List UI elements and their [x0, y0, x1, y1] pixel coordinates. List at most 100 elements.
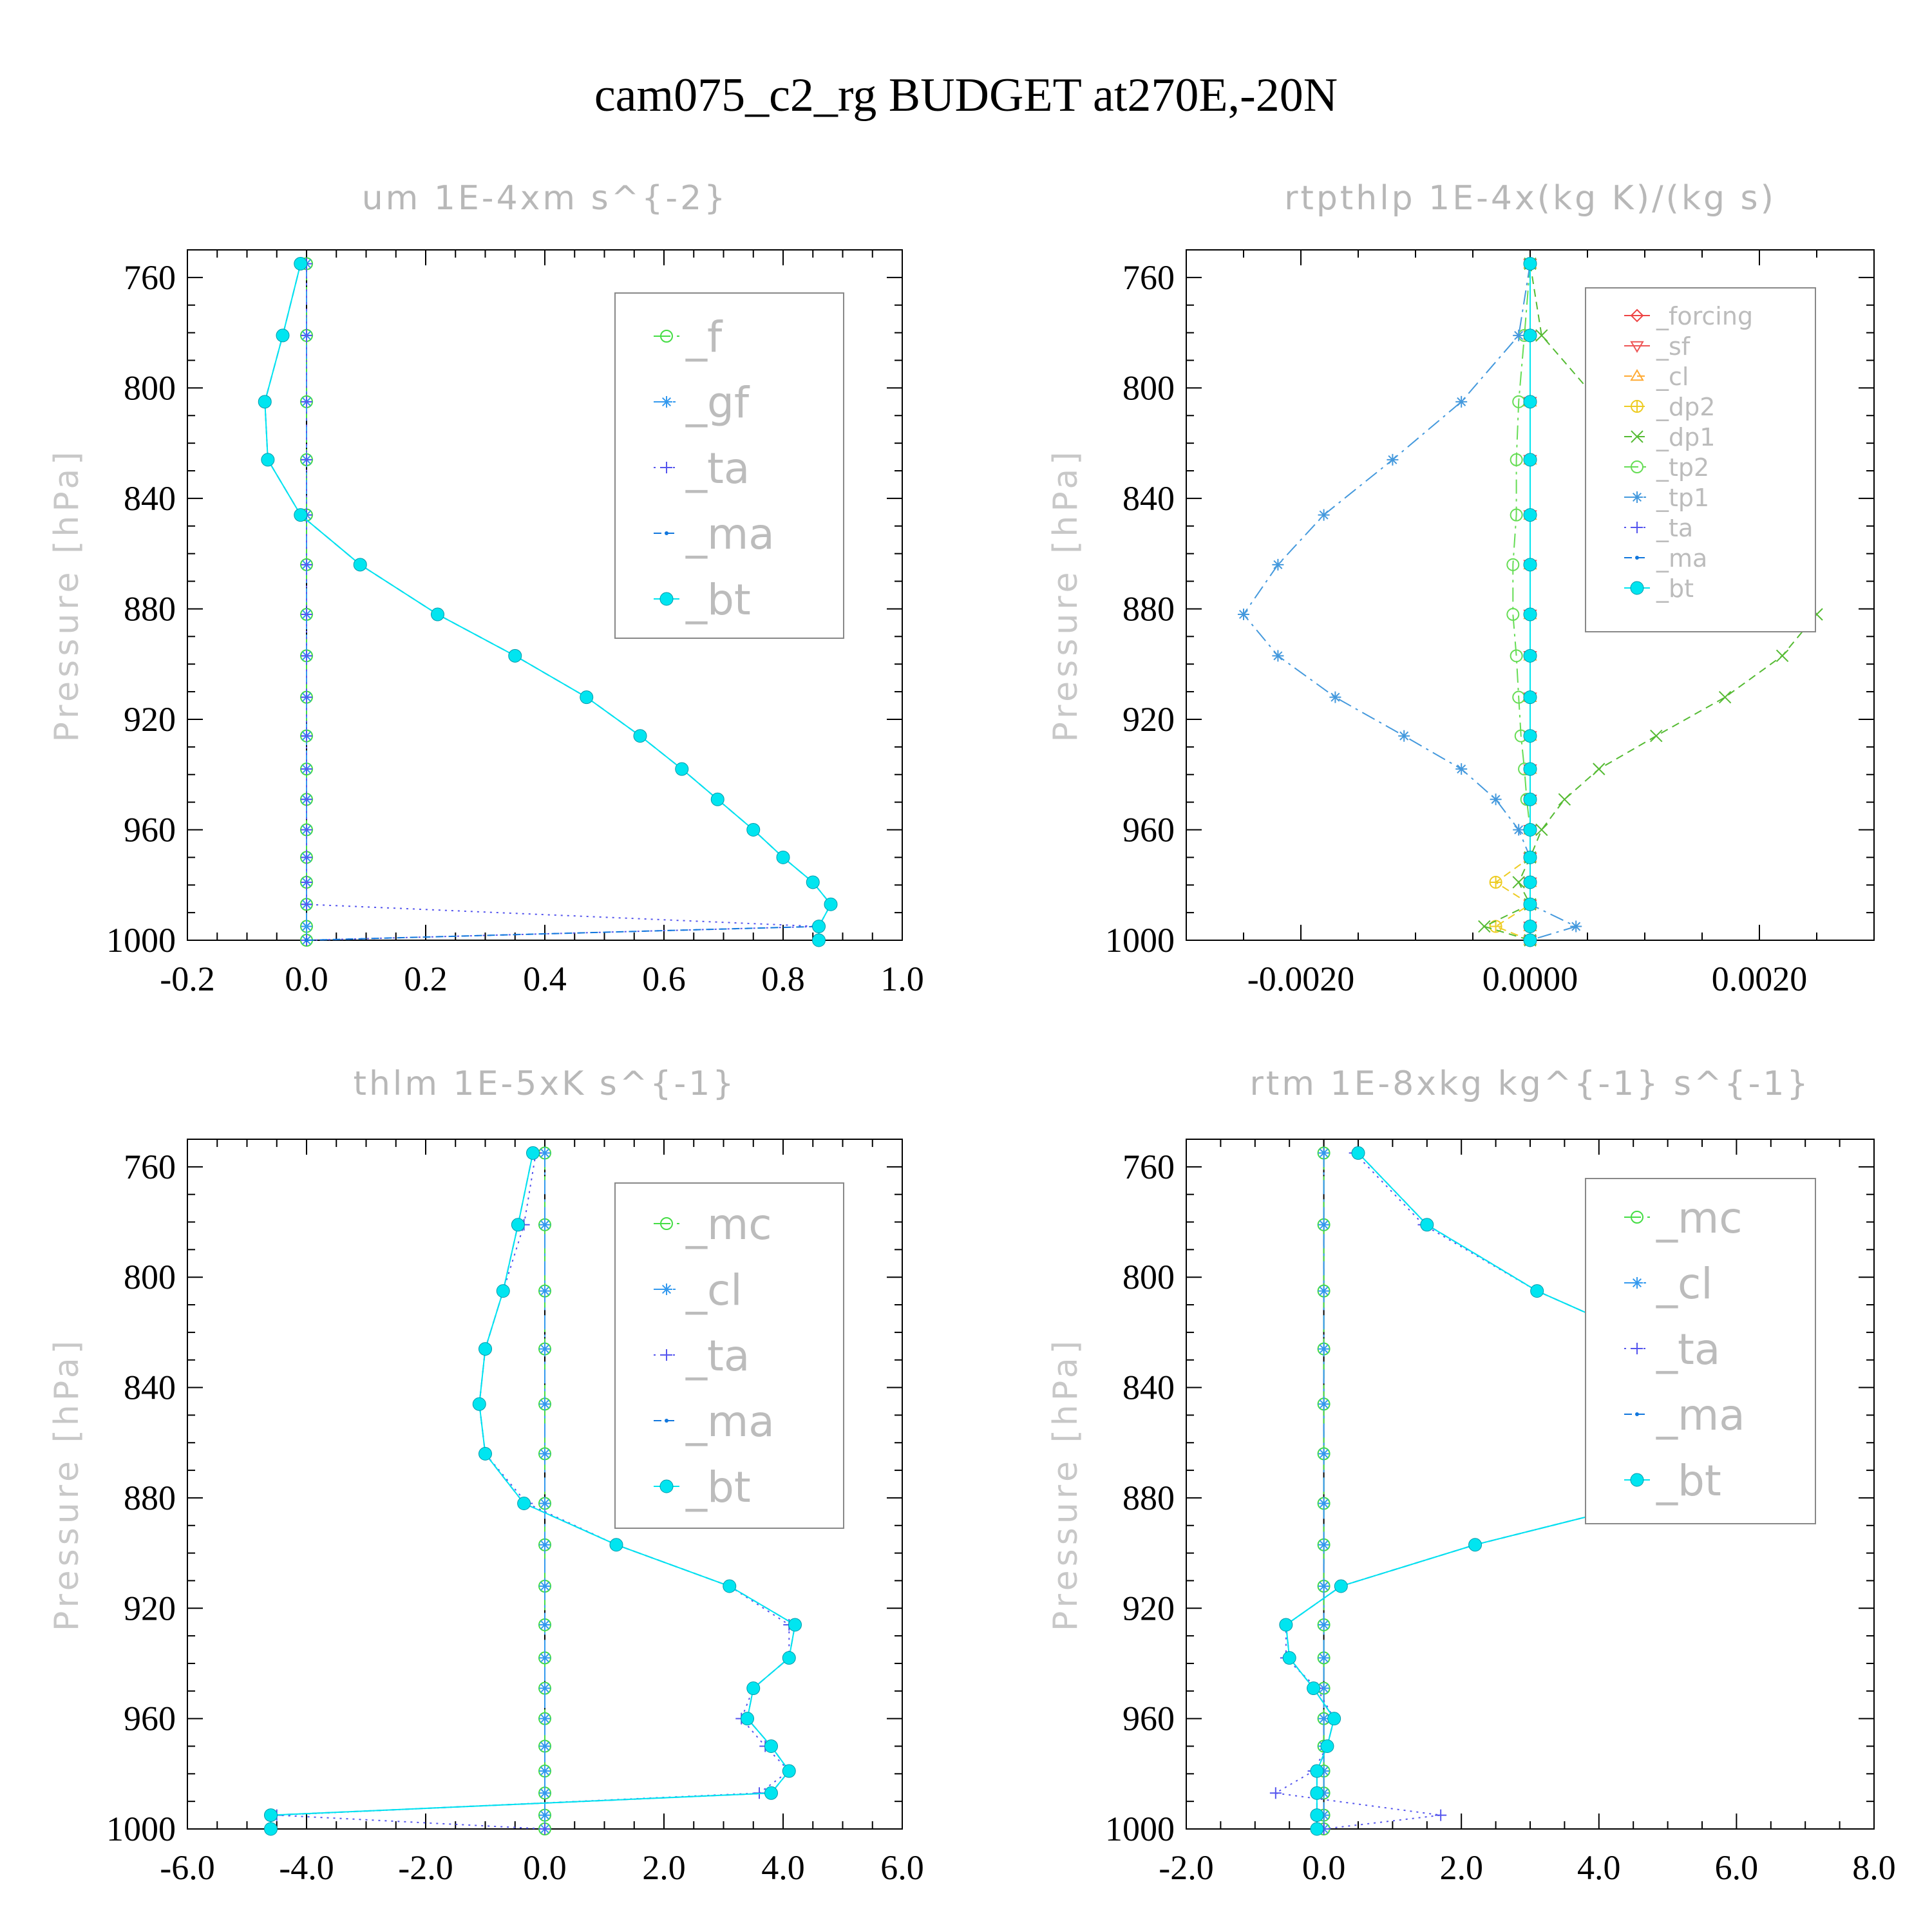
data-point	[824, 897, 838, 911]
legend-label: _tp2	[1656, 453, 1709, 482]
legend-label: _dp2	[1656, 393, 1715, 421]
legend-label: _bt	[1656, 1456, 1721, 1506]
legend-marker	[659, 1479, 674, 1493]
legend-item: _gf	[654, 378, 750, 428]
legend-item: _dp1	[1624, 423, 1715, 451]
data-point	[539, 1787, 551, 1799]
series-line	[1273, 1152, 1738, 1830]
data-point	[741, 1712, 754, 1726]
data-point	[1398, 730, 1410, 742]
data-point	[1478, 920, 1491, 933]
legend-label: _bt	[685, 1463, 751, 1512]
legend-label: _cl	[1656, 363, 1689, 391]
data-point	[258, 395, 272, 409]
data-point	[776, 850, 790, 864]
data-point	[301, 920, 312, 933]
x-tick-label: 0.0020	[1712, 960, 1808, 998]
data-point	[539, 1682, 551, 1694]
y-tick-label: 960	[124, 810, 176, 849]
series-dp2	[1489, 257, 1537, 947]
legend-label: _dp1	[1656, 423, 1715, 451]
data-point	[478, 1446, 492, 1461]
data-point	[1318, 1398, 1330, 1410]
data-point	[294, 508, 308, 522]
legend-marker	[661, 462, 672, 473]
data-point	[261, 453, 275, 467]
data-point	[1310, 1764, 1324, 1778]
data-point	[1523, 607, 1537, 621]
data-point	[539, 1809, 551, 1821]
x-tick-label: -2.0	[398, 1848, 453, 1887]
legend-label: _ta	[685, 444, 750, 493]
data-point	[812, 920, 826, 934]
data-point	[1523, 762, 1537, 776]
data-point	[1238, 609, 1249, 621]
data-point	[264, 1822, 278, 1836]
data-point	[478, 1342, 492, 1356]
legend-item: _cl	[1624, 1259, 1713, 1309]
data-point	[1523, 822, 1537, 837]
legend-item: _ta	[1624, 1325, 1720, 1374]
y-tick-label: 800	[124, 1258, 176, 1296]
series-line	[1494, 263, 1531, 941]
panel-4: rtm 1E-8xkg kg^{-1} s^{-1} Pressure [hPa]…	[1046, 1065, 1896, 1887]
data-point	[301, 824, 312, 836]
legend-item: _forcing	[1624, 302, 1753, 330]
data-point	[301, 609, 312, 621]
legend-item: _mc	[1624, 1193, 1743, 1243]
legend-marker	[1635, 1412, 1639, 1416]
data-point	[1387, 453, 1399, 466]
data-point	[746, 822, 761, 837]
legend-item: _ma	[654, 1397, 775, 1446]
legend-marker	[1631, 1343, 1643, 1354]
data-point	[1318, 1218, 1330, 1231]
legend-marker	[1635, 556, 1639, 560]
data-point	[1523, 558, 1537, 572]
legend-marker	[661, 396, 672, 408]
legend-item: _bt	[1624, 574, 1694, 603]
legend-marker	[660, 330, 673, 343]
data-point	[1318, 1497, 1330, 1510]
data-point	[496, 1284, 510, 1298]
legend-marker	[1630, 369, 1644, 381]
data-point	[1523, 395, 1537, 409]
legend-item: _dp2	[1624, 393, 1715, 421]
data-point	[1506, 558, 1520, 571]
data-point	[580, 690, 594, 705]
panel-title: rtpthlp 1E-4x(kg K)/(kg s)	[1284, 179, 1776, 218]
data-point	[1318, 1147, 1330, 1159]
data-point	[539, 1218, 551, 1231]
y-tick-label: 1000	[1105, 921, 1175, 960]
legend: _f _gf _ta _ma _bt	[614, 292, 844, 639]
data-point	[1535, 329, 1548, 342]
x-tick-label: 0.0	[523, 1848, 567, 1887]
legend-item: _ma	[1624, 544, 1707, 573]
legend-item: _ta	[1624, 514, 1693, 542]
data-point	[609, 1538, 623, 1552]
x-tick-label: 0.0	[1302, 1848, 1346, 1887]
x-tick-label: -0.0020	[1247, 960, 1354, 998]
y-tick-label: 960	[124, 1700, 176, 1738]
legend-label: _gf	[685, 378, 750, 428]
x-tick-label: -6.0	[160, 1848, 214, 1887]
y-tick-label: 880	[124, 1479, 176, 1517]
y-tick-label: 760	[1122, 258, 1175, 297]
data-point	[1468, 1538, 1482, 1552]
data-point	[1523, 850, 1537, 864]
legend-item: _tp2	[1624, 453, 1709, 482]
legend-label: _ta	[1656, 1325, 1720, 1374]
legend-box	[1585, 1178, 1816, 1524]
x-tick-label: -2.0	[1159, 1848, 1213, 1887]
x-tick-label: 0.0	[285, 960, 328, 998]
legend-item: _mc	[654, 1200, 772, 1249]
data-point	[472, 1397, 486, 1411]
legend-marker	[661, 1283, 672, 1295]
data-point	[788, 1618, 802, 1632]
data-point	[1310, 1822, 1324, 1836]
legend-marker	[661, 1349, 672, 1361]
data-point	[539, 1343, 551, 1355]
data-point	[1455, 395, 1468, 408]
data-point	[1318, 1712, 1330, 1725]
data-point	[539, 1823, 551, 1835]
